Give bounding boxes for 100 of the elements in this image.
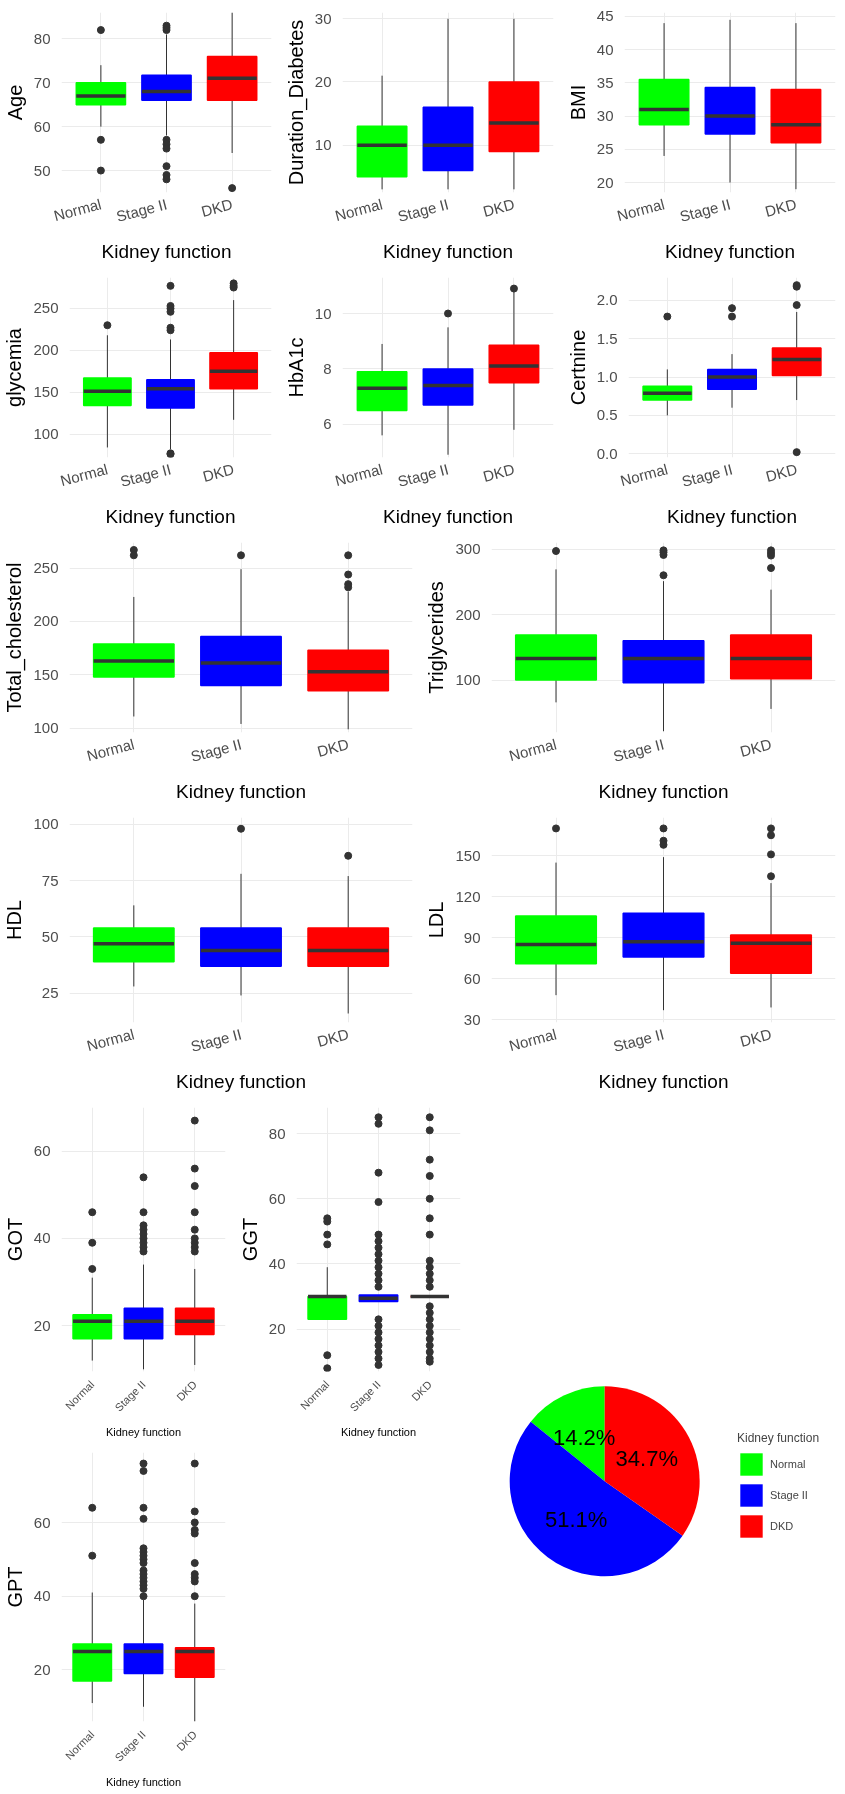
x-axis-title: Kidney function: [667, 506, 797, 528]
x-axis-title: Kidney function: [383, 241, 513, 263]
y-tick-label: 200: [33, 341, 59, 359]
x-tick-label: Normal: [333, 195, 385, 225]
y-tick-label: 8: [323, 359, 332, 377]
x-axis-title: Kidney function: [105, 1775, 182, 1788]
y-axis-title: HbA1c: [284, 337, 307, 398]
x-tick-label: Stage II: [118, 460, 173, 491]
y-tick-label: 20: [33, 1316, 51, 1334]
data-label: 34.7%: [615, 1446, 678, 1472]
y-tick-label: 40: [33, 1229, 51, 1247]
legend-label: Stage II: [770, 1489, 808, 1501]
x-axis-title: Kidney function: [101, 241, 232, 263]
x-axis-title: Kidney function: [665, 241, 795, 263]
y-tick-label: 20: [33, 1660, 51, 1678]
y-tick-label: 50: [33, 161, 51, 179]
x-tick-label: Stage II: [188, 735, 244, 766]
legend-title: Kidney function: [737, 1431, 820, 1445]
y-tick-label: 250: [33, 299, 59, 317]
y-tick-label: 70: [33, 73, 51, 91]
y-tick-label: 80: [33, 29, 51, 47]
y-axis-title: Certnine: [566, 329, 589, 406]
x-tick-label: DKD: [763, 460, 800, 485]
x-tick-label: DKD: [763, 195, 799, 220]
y-tick-label: 40: [33, 1587, 51, 1605]
y-tick-label: 50: [41, 927, 59, 945]
y-tick-label: 150: [33, 665, 59, 683]
y-tick-label: 20: [314, 72, 332, 90]
y-tick-label: 40: [596, 40, 614, 58]
y-axis-title: GGT: [238, 1217, 261, 1262]
x-tick-label: Normal: [333, 460, 385, 490]
y-tick-label: 0.5: [596, 406, 618, 424]
x-tick-label: Stage II: [395, 195, 451, 226]
legend-label: DKD: [770, 1520, 794, 1532]
x-tick-label: DKD: [199, 195, 235, 220]
x-tick-label: Normal: [51, 195, 104, 225]
x-tick-label: DKD: [315, 735, 351, 760]
x-tick-label: Normal: [618, 460, 670, 490]
y-tick-label: 100: [33, 815, 59, 833]
x-tick-label: Stage II: [611, 735, 666, 766]
y-tick-label: 100: [455, 671, 481, 689]
x-tick-label: Stage II: [677, 195, 733, 226]
y-tick-label: 200: [33, 612, 59, 630]
y-tick-label: 150: [33, 383, 59, 401]
y-tick-label: 80: [268, 1124, 286, 1142]
y-tick-label: 30: [463, 1010, 481, 1028]
y-tick-label: 60: [33, 117, 51, 135]
y-tick-label: 90: [463, 928, 481, 946]
y-tick-label: 150: [455, 846, 481, 864]
x-tick-label: DKD: [738, 735, 774, 760]
x-tick-label: Normal: [84, 1025, 136, 1055]
y-tick-label: 60: [463, 969, 481, 987]
y-tick-label: 10: [314, 136, 332, 154]
y-tick-label: 35: [596, 73, 614, 91]
y-tick-label: 200: [455, 605, 481, 623]
x-tick-label: DKD: [481, 460, 517, 485]
y-tick-label: 20: [268, 1320, 286, 1338]
y-tick-label: 300: [455, 540, 481, 558]
y-tick-label: 6: [323, 415, 332, 433]
y-axis-title: HDL: [3, 899, 26, 940]
x-axis-title: Kidney function: [598, 1071, 729, 1093]
y-tick-label: 100: [33, 719, 59, 737]
x-axis-title: Kidney function: [598, 781, 729, 803]
y-tick-label: 120: [455, 887, 481, 905]
y-tick-label: 40: [268, 1254, 286, 1272]
y-tick-label: 20: [596, 173, 614, 191]
x-axis-title: Kidney function: [105, 1425, 182, 1438]
legend-label: Normal: [770, 1458, 806, 1470]
y-tick-label: 60: [33, 1142, 51, 1160]
x-tick-label: Stage II: [395, 460, 451, 491]
x-tick-label: DKD: [738, 1025, 774, 1050]
x-axis-title: Kidney function: [176, 1071, 306, 1093]
x-tick-label: Stage II: [611, 1025, 666, 1056]
y-axis-title: LDL: [425, 901, 448, 939]
x-tick-label: Normal: [58, 460, 110, 490]
y-tick-label: 60: [33, 1513, 51, 1531]
y-tick-label: 75: [41, 871, 59, 889]
x-axis-title: Kidney function: [176, 781, 306, 803]
x-tick-label: Normal: [84, 735, 136, 765]
x-tick-label: Normal: [507, 735, 559, 765]
y-tick-label: 0.0: [596, 444, 618, 462]
y-tick-label: 25: [596, 140, 614, 158]
y-tick-label: 45: [596, 7, 614, 25]
data-label: 51.1%: [544, 1507, 608, 1533]
y-axis-title: GPT: [3, 1566, 26, 1608]
y-tick-label: 100: [33, 425, 59, 443]
y-axis-title: glycemia: [3, 327, 26, 407]
x-axis-title: Kidney function: [383, 506, 513, 528]
y-tick-label: 30: [314, 9, 332, 27]
y-tick-label: 1.0: [596, 368, 618, 386]
y-tick-label: 2.0: [596, 291, 618, 309]
x-tick-label: Stage II: [114, 195, 169, 226]
y-tick-label: 60: [268, 1189, 286, 1207]
y-axis-title: BMI: [566, 84, 589, 121]
x-tick-label: DKD: [315, 1025, 351, 1050]
y-tick-label: 1.5: [596, 329, 618, 347]
x-axis-title: Kidney function: [105, 506, 236, 528]
y-axis-title: Total_cholesterol: [3, 562, 27, 713]
x-tick-label: Normal: [615, 195, 667, 225]
x-tick-label: Normal: [507, 1025, 559, 1055]
